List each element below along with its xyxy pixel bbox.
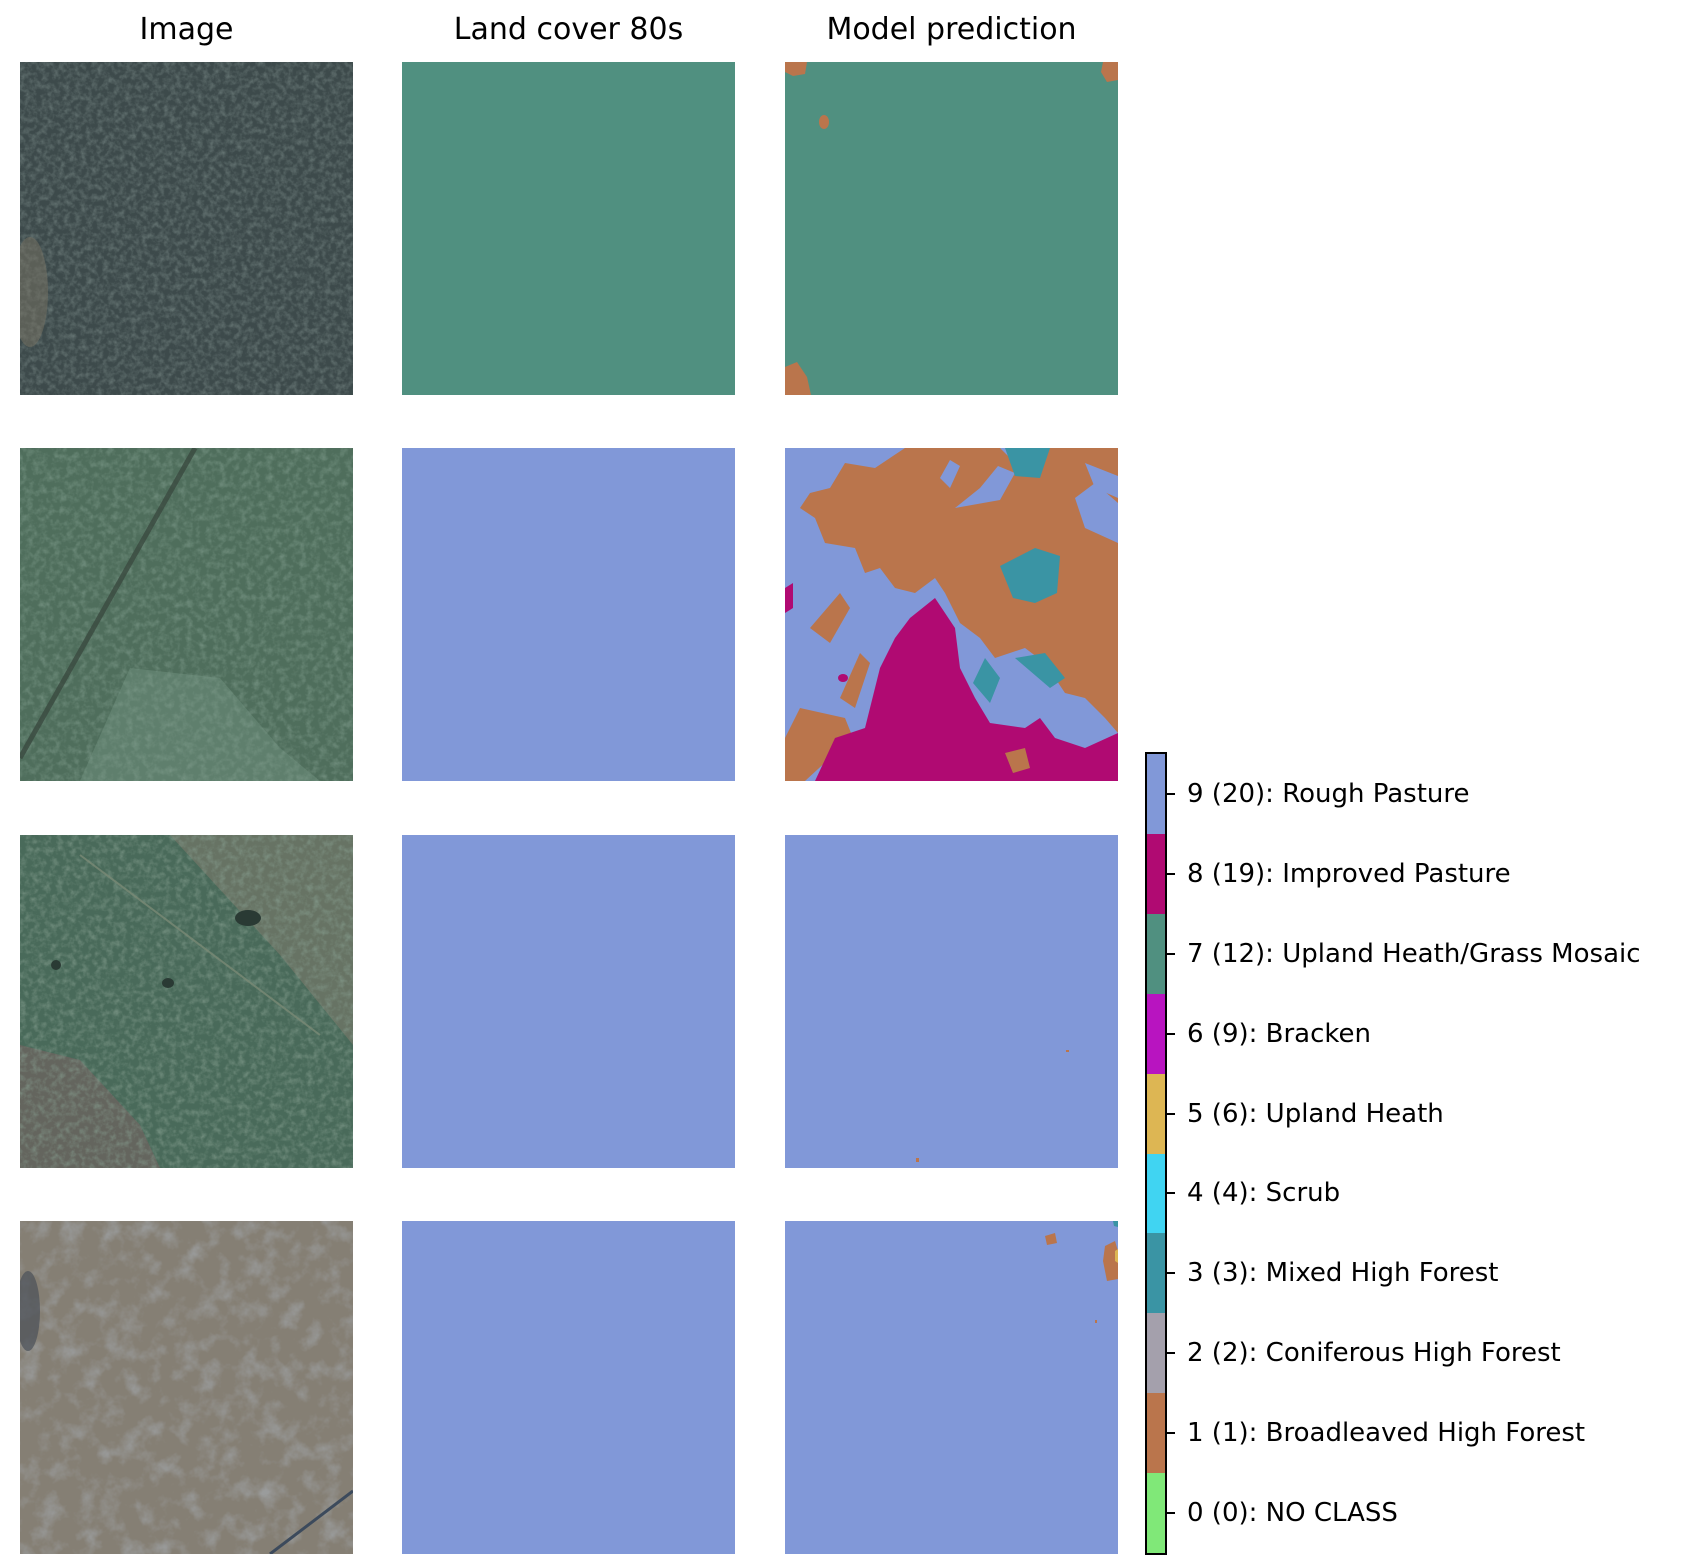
land-cover-fill — [402, 448, 735, 781]
prediction-tile-row-2 — [785, 448, 1118, 781]
colorbar-label: 2 (2): Coniferous High Forest — [1187, 1338, 1561, 1369]
colorbar-label: 0 (0): NO CLASS — [1187, 1498, 1398, 1529]
aerial-image-row-4 — [20, 1221, 353, 1554]
colorbar-tick — [1167, 1272, 1175, 1275]
colorbar-tick — [1167, 1352, 1175, 1355]
colorbar-tick — [1167, 1192, 1175, 1195]
colorbar-tick — [1167, 1512, 1175, 1515]
colorbar-segment — [1147, 993, 1165, 1074]
prediction-tile-row-4 — [785, 1221, 1118, 1554]
colorbar-label: 9 (20): Rough Pasture — [1187, 778, 1470, 809]
colorbar — [1145, 752, 1167, 1555]
prediction-base-fill — [785, 1221, 1118, 1554]
colorbar-tick — [1167, 872, 1175, 875]
land-cover-tile-row-1 — [402, 62, 735, 395]
colorbar-label: 6 (9): Bracken — [1187, 1018, 1372, 1049]
aerial-image-row-1 — [20, 62, 353, 395]
aerial-photo — [20, 1221, 353, 1554]
colorbar-label: 7 (12): Upland Heath/Grass Mosaic — [1187, 938, 1641, 969]
column-title-land-cover: Land cover 80s — [453, 12, 684, 47]
colorbar-segment — [1147, 1073, 1165, 1154]
prediction-base-fill — [785, 835, 1118, 1168]
colorbar-segment — [1147, 1473, 1165, 1554]
prediction-tile-row-1 — [785, 62, 1118, 395]
aerial-photo — [20, 448, 353, 781]
aerial-image-row-3 — [20, 835, 353, 1168]
colorbar-segment — [1147, 1153, 1165, 1234]
land-cover-tile-row-4 — [402, 1221, 735, 1554]
colorbar-label: 3 (3): Mixed High Forest — [1187, 1258, 1499, 1289]
column-title-model-prediction: Model prediction — [826, 12, 1077, 47]
colorbar-label: 5 (6): Upland Heath — [1187, 1098, 1444, 1129]
prediction-base-fill — [785, 62, 1118, 395]
colorbar-tick — [1167, 952, 1175, 955]
colorbar-segment — [1147, 1313, 1165, 1394]
land-cover-tile-row-3 — [402, 835, 735, 1168]
land-cover-fill — [402, 62, 735, 395]
aerial-photo — [20, 835, 353, 1168]
colorbar-segment — [1147, 913, 1165, 994]
colorbar-label: 1 (1): Broadleaved High Forest — [1187, 1418, 1586, 1449]
column-title-image: Image — [139, 12, 234, 47]
colorbar-segment — [1147, 1393, 1165, 1474]
colorbar-label: 4 (4): Scrub — [1187, 1178, 1341, 1209]
colorbar-tick — [1167, 792, 1175, 795]
colorbar-tick — [1167, 1032, 1175, 1035]
colorbar-segment — [1147, 1233, 1165, 1314]
aerial-photo — [20, 62, 353, 395]
colorbar-tick — [1167, 1112, 1175, 1115]
aerial-image-row-2 — [20, 448, 353, 781]
colorbar-label: 8 (19): Improved Pasture — [1187, 858, 1511, 889]
colorbar-tick — [1167, 1432, 1175, 1435]
colorbar-segment — [1147, 833, 1165, 914]
colorbar-segment — [1147, 754, 1165, 834]
land-cover-fill — [402, 1221, 735, 1554]
land-cover-fill — [402, 835, 735, 1168]
prediction-tile-row-3 — [785, 835, 1118, 1168]
land-cover-tile-row-2 — [402, 448, 735, 781]
